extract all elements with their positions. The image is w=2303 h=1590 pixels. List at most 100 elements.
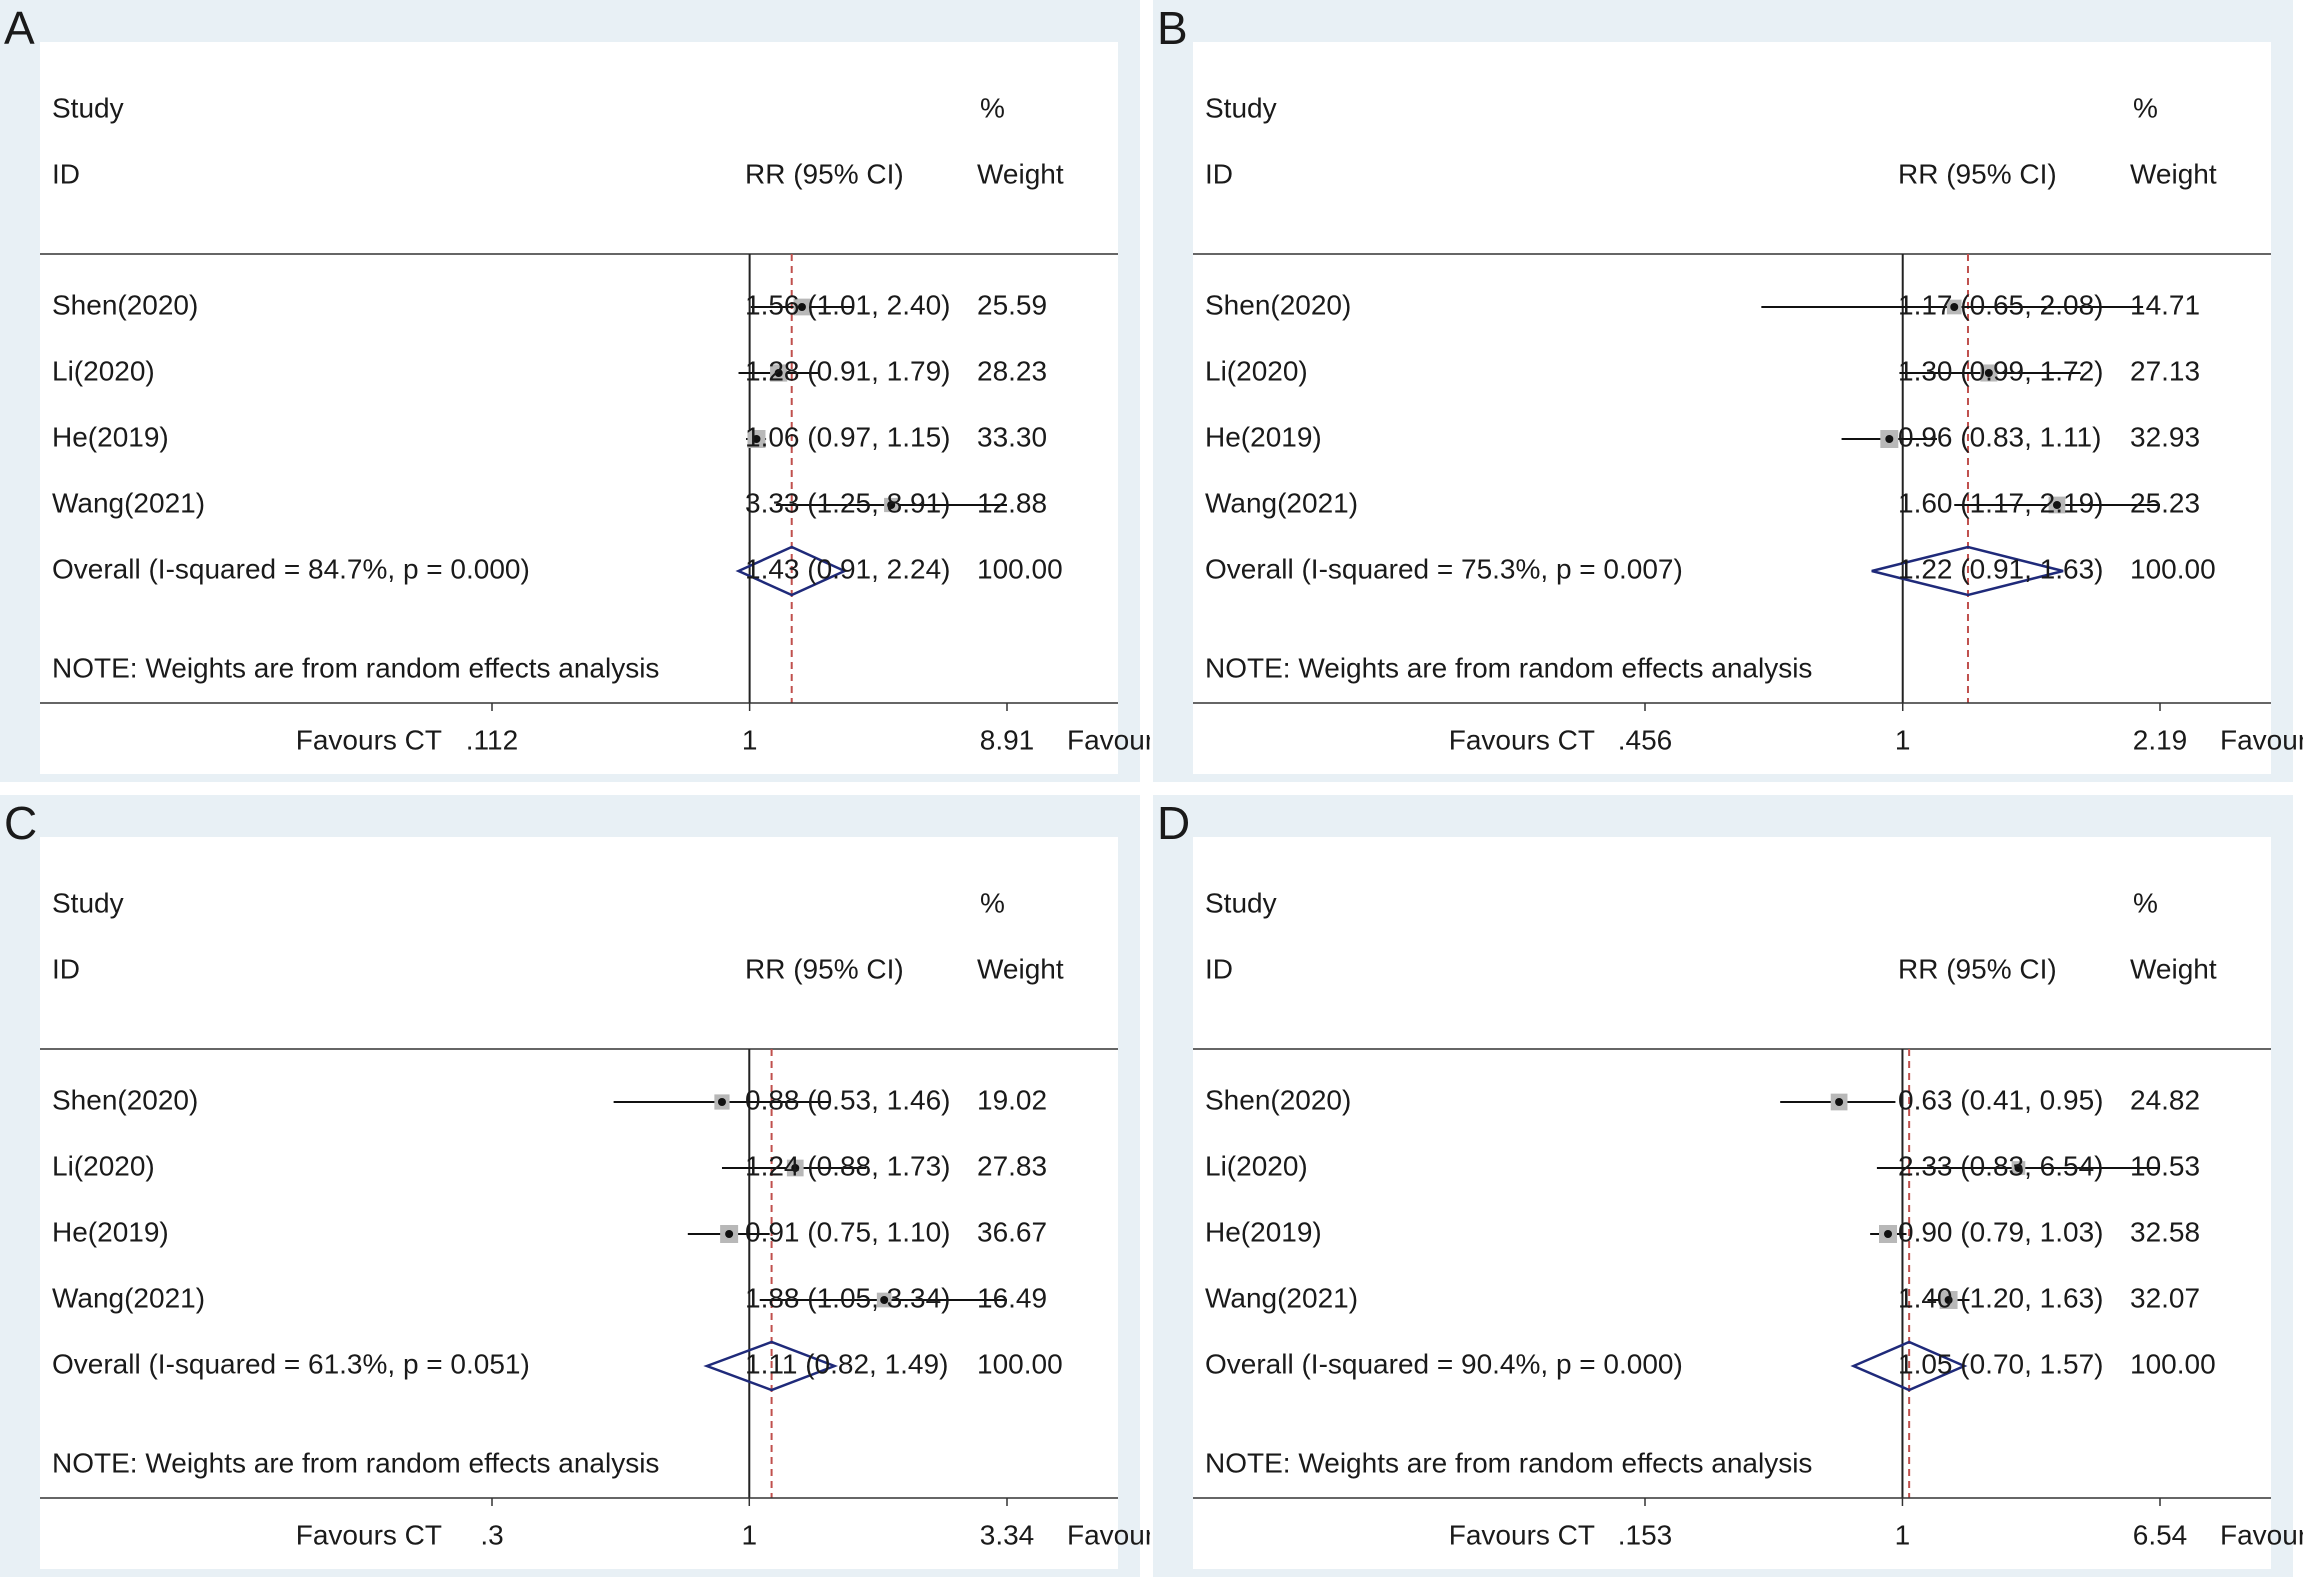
study-weight: 28.23 [977, 355, 1047, 386]
study-rr-ci: 1.88 (1.05, 3.34) [745, 1282, 950, 1313]
header-id: ID [52, 158, 80, 189]
overall-rr-ci: 1.22 (0.91, 1.63) [1898, 553, 2103, 584]
favours-left-label: Favours CT [1449, 1519, 1595, 1550]
header-rr: RR (95% CI) [1898, 158, 2057, 189]
favours-right-label: Favours DCEUS [1067, 1519, 1150, 1550]
header-weight: Weight [977, 158, 1064, 189]
header-study: Study [52, 887, 124, 918]
study-weight: 19.02 [977, 1084, 1047, 1115]
study-point-estimate [1835, 1098, 1844, 1106]
study-point-estimate [1884, 1230, 1893, 1238]
favours-right-label: Favours DCEUS [2220, 1519, 2303, 1550]
header-rr: RR (95% CI) [745, 158, 904, 189]
study-label: Wang(2021) [1205, 487, 1358, 518]
forest-chart-svg: A Study % ID RR (95% CI) Weight Shen(2020) 1.56… [0, 0, 1150, 782]
plot-area [40, 42, 1118, 774]
overall-label: Overall (I-squared = 84.7%, p = 0.000) [52, 553, 530, 584]
overall-weight: 100.00 [2130, 1348, 2216, 1379]
forest-panel-c: C Study% ID RR (95% CI) Weight Shen(2020) 0.88… [0, 795, 1150, 1590]
overall-rr-ci: 1.43 (0.91, 2.24) [745, 553, 950, 584]
overall-weight: 100.00 [977, 553, 1063, 584]
study-rr-ci: 3.33 (1.25, 8.91) [745, 487, 950, 518]
x-tick-label: 8.91 [980, 724, 1035, 755]
x-tick-label: 1 [1895, 724, 1911, 755]
study-weight: 25.59 [977, 289, 1047, 320]
header-id: ID [52, 953, 80, 984]
overall-label: Overall (I-squared = 61.3%, p = 0.051) [52, 1348, 530, 1379]
study-rr-ci: 0.90 (0.79, 1.03) [1898, 1216, 2103, 1247]
header-percent: % [2133, 92, 2158, 123]
plot-area [1193, 42, 2271, 774]
header-id: ID [1205, 158, 1233, 189]
overall-label: Overall (I-squared = 90.4%, p = 0.000) [1205, 1348, 1683, 1379]
study-rr-ci: 2.33 (0.83, 6.54) [1898, 1150, 2103, 1181]
favours-left-label: Favours CT [296, 1519, 442, 1550]
study-rr-ci: 1.06 (0.97, 1.15) [745, 421, 950, 452]
study-point-estimate [725, 1230, 734, 1238]
overall-weight: 100.00 [2130, 553, 2216, 584]
study-weight: 27.83 [977, 1150, 1047, 1181]
study-rr-ci: 1.56 (1.01, 2.40) [745, 289, 950, 320]
study-weight: 10.53 [2130, 1150, 2200, 1181]
study-weight: 12.88 [977, 487, 1047, 518]
study-point-estimate [1885, 435, 1894, 443]
weights-note: NOTE: Weights are from random effects an… [1205, 1447, 1812, 1478]
study-label: He(2019) [1205, 1216, 1322, 1247]
study-weight: 32.07 [2130, 1282, 2200, 1313]
study-label: Shen(2020) [52, 289, 198, 320]
weights-note: NOTE: Weights are from random effects an… [1205, 652, 1812, 683]
header-percent: % [980, 92, 1005, 123]
weights-note: NOTE: Weights are from random effects an… [52, 1447, 659, 1478]
study-label: Li(2020) [1205, 1150, 1308, 1181]
forest-chart-svg: C Study % ID RR (95% CI) Weight Shen(2020) 0.88… [0, 795, 1150, 1577]
study-label: Wang(2021) [52, 1282, 205, 1313]
favours-left-label: Favours CT [1449, 724, 1595, 755]
study-rr-ci: 1.28 (0.91, 1.79) [745, 355, 950, 386]
plot-area [1193, 837, 2271, 1569]
header-weight: Weight [2130, 158, 2217, 189]
study-label: He(2019) [52, 421, 169, 452]
study-rr-ci: 0.88 (0.53, 1.46) [745, 1084, 950, 1115]
forest-panel-b: B Study% ID RR (95% CI) Weight Shen(2020) 1.17… [1153, 0, 2303, 795]
x-tick-label: 2.19 [2133, 724, 2188, 755]
study-weight: 25.23 [2130, 487, 2200, 518]
study-rr-ci: 0.63 (0.41, 0.95) [1898, 1084, 2103, 1115]
overall-diamond [703, 1340, 839, 1392]
overall-diamond [1850, 1340, 1968, 1392]
favours-right-label: Favours DCEUS [2220, 724, 2303, 755]
header-weight: Weight [2130, 953, 2217, 984]
study-weight: 32.58 [2130, 1216, 2200, 1247]
study-point-estimate [2052, 501, 2061, 509]
panel-label: C [4, 797, 37, 849]
study-point-estimate [797, 303, 806, 311]
header-percent: % [980, 887, 1005, 918]
forest-chart-svg: B Study % ID RR (95% CI) Weight Shen(2020) 1.17… [1153, 0, 2303, 782]
panel-label: B [1157, 2, 1188, 54]
study-point-estimate [880, 1296, 889, 1304]
study-label: Shen(2020) [1205, 1084, 1351, 1115]
study-rr-ci: 0.91 (0.75, 1.10) [745, 1216, 950, 1247]
study-label: Shen(2020) [52, 1084, 198, 1115]
weights-note: NOTE: Weights are from random effects an… [52, 652, 659, 683]
x-tick-label: 1 [742, 724, 758, 755]
plot-area [40, 837, 1118, 1569]
overall-diamond [1871, 545, 2064, 597]
overall-weight: 100.00 [977, 1348, 1063, 1379]
favours-right-label: Favours DCEUS [1067, 724, 1150, 755]
x-tick-label: .3 [480, 1519, 503, 1550]
x-tick-label: .456 [1618, 724, 1673, 755]
study-point-estimate [1984, 369, 1993, 377]
study-rr-ci: 1.17 (0.65, 2.08) [1898, 289, 2103, 320]
study-rr-ci: 1.60 (1.17, 2.19) [1898, 487, 2103, 518]
header-rr: RR (95% CI) [745, 953, 904, 984]
header-study: Study [1205, 887, 1277, 918]
study-point-estimate [752, 435, 761, 443]
overall-label: Overall (I-squared = 75.3%, p = 0.007) [1205, 553, 1683, 584]
study-point-estimate [2014, 1164, 2023, 1172]
forest-chart-svg: D Study % ID RR (95% CI) Weight Shen(2020) 0.63… [1153, 795, 2303, 1577]
study-weight: 27.13 [2130, 355, 2200, 386]
study-label: Shen(2020) [1205, 289, 1351, 320]
header-rr: RR (95% CI) [1898, 953, 2057, 984]
study-point-estimate [717, 1098, 726, 1106]
study-label: He(2019) [52, 1216, 169, 1247]
